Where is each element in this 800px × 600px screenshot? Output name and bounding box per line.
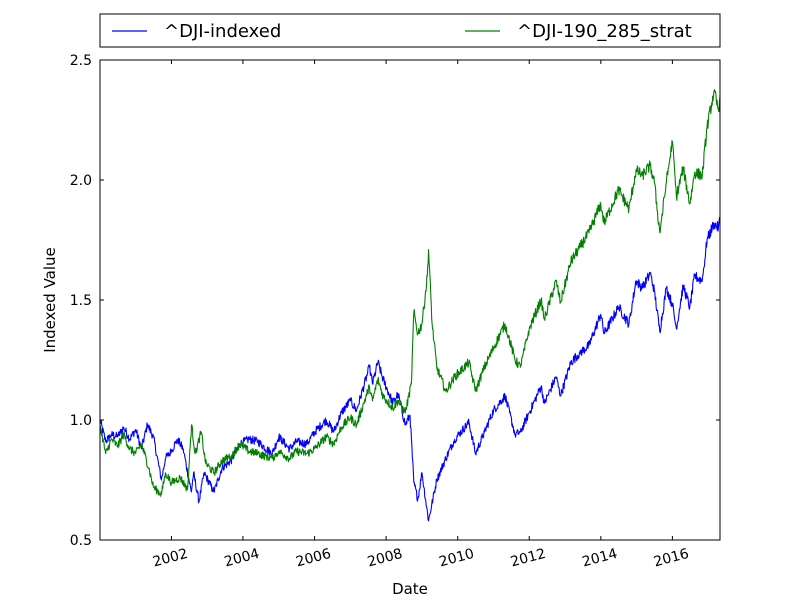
legend-label-dji-strat: ^DJI-190_285_strat (517, 21, 692, 42)
legend: ^DJI-indexed ^DJI-190_285_strat (99, 13, 721, 48)
series-line-dji-indexed (99, 217, 721, 522)
y-tick-label: 2.0 (70, 173, 92, 189)
y-tick-label: 1.5 (70, 293, 92, 309)
series-lines (99, 89, 721, 522)
x-axis-label: Date (392, 580, 428, 598)
legend-label-dji-indexed: ^DJI-indexed (164, 21, 281, 42)
y-tick-label: 0.5 (70, 533, 92, 549)
y-axis-ticks: 0.5 1.0 1.5 2.0 2.5 (70, 53, 720, 549)
y-tick-label: 1.0 (70, 413, 92, 429)
y-tick-label: 2.5 (70, 53, 92, 69)
y-axis-label: Indexed Value (41, 247, 59, 353)
legend-box (99, 13, 721, 48)
series-line-dji-strat (99, 89, 721, 497)
